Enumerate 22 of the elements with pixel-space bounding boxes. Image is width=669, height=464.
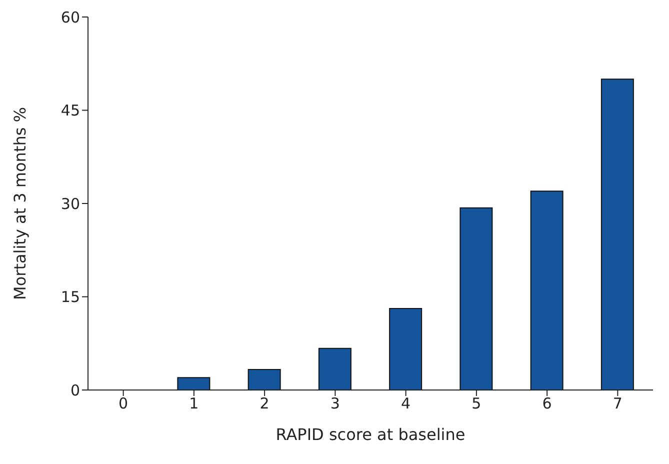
bar — [460, 207, 493, 390]
x-tick-label: 3 — [330, 394, 340, 413]
bar — [389, 308, 422, 390]
bar — [318, 348, 352, 390]
y-tick-label: 30 — [60, 194, 80, 213]
y-tick-label: 15 — [60, 288, 80, 306]
x-tick-label: 5 — [472, 394, 482, 413]
y-tick-label: 45 — [60, 102, 80, 120]
y-tick-label: 60 — [60, 8, 80, 26]
x-tick-label: 2 — [260, 394, 270, 413]
bar — [600, 78, 634, 390]
x-tick-label: 0 — [118, 394, 128, 413]
x-tick-label: 4 — [401, 394, 411, 413]
x-tick-label: 6 — [542, 394, 552, 413]
bar — [177, 377, 210, 390]
bar — [248, 368, 281, 390]
x-axis-title: RAPID score at baseline — [276, 425, 466, 444]
x-tick-label: 7 — [612, 394, 622, 413]
y-axis-title: Mortality at 3 months % — [10, 107, 30, 300]
bar — [530, 190, 564, 390]
x-tick-label: 1 — [189, 394, 199, 413]
y-tick-label: 0 — [70, 381, 80, 400]
